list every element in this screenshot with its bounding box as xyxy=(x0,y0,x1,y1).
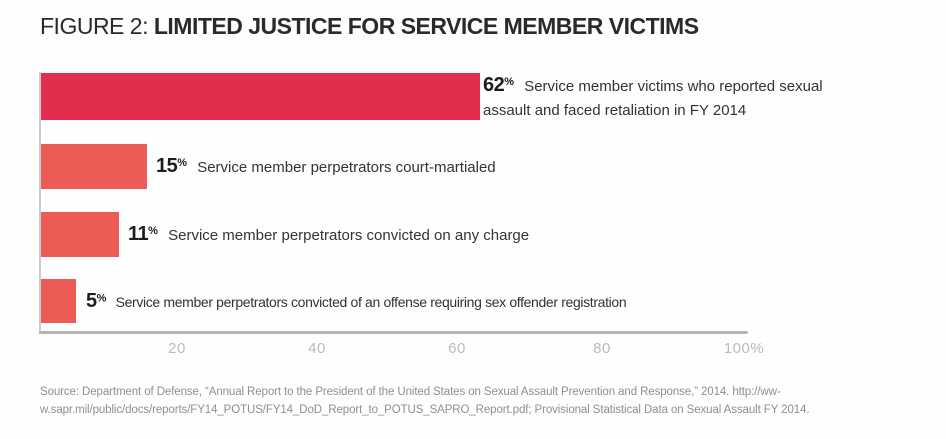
y-axis-line xyxy=(39,72,41,334)
bar-label-text: Service member perpetrators convicted of… xyxy=(115,293,627,310)
bar-label-retaliation: 62% Service member victims who reported … xyxy=(483,66,855,126)
bar-convicted-any-charge xyxy=(41,212,119,257)
x-tick-80: 80 xyxy=(593,340,611,357)
source-line-1: Source: Department of Defense, “Annual R… xyxy=(40,386,781,398)
bar-label-sex-offender-registration: 5% Service member perpetrators convicted… xyxy=(86,279,627,323)
percent-sign: % xyxy=(148,225,158,237)
figure-number: FIGURE 2: xyxy=(40,13,148,39)
percent-sign: % xyxy=(504,75,515,88)
bar-value: 62 xyxy=(483,73,505,96)
figure-title: FIGURE 2: LIMITED JUSTICE FOR SERVICE ME… xyxy=(40,13,699,40)
percent-sign: % xyxy=(96,291,107,304)
source-line-2: w.sapr.mil/public/docs/reports/FY14_POTU… xyxy=(40,403,810,416)
bar-value: 15 xyxy=(156,155,178,177)
bar-label-convicted-any-charge: 11% Service member perpetrators convicte… xyxy=(128,212,529,257)
bar-value: 11 xyxy=(128,223,149,245)
bar-court-martialed xyxy=(41,144,148,189)
x-tick-40: 40 xyxy=(308,340,326,357)
bar-label-text: Service member victims who reported sexu… xyxy=(483,77,823,119)
bar-label-court-martialed: 15% Service member perpetrators court-ma… xyxy=(156,144,496,189)
x-axis-line xyxy=(39,331,748,334)
x-tick-100: 100% xyxy=(723,340,765,357)
x-tick-20: 20 xyxy=(168,340,186,357)
source-citation: Source: Department of Defense, “Annual R… xyxy=(40,384,924,420)
bar-retaliation xyxy=(41,73,480,120)
bar-label-text: Service member perpetrators convicted on… xyxy=(168,227,530,244)
bar-value: 5 xyxy=(86,289,97,312)
bar-sex-offender-registration xyxy=(41,279,77,323)
percent-sign: % xyxy=(177,157,188,169)
x-tick-60: 60 xyxy=(448,340,466,357)
figure-title-text: LIMITED JUSTICE FOR SERVICE MEMBER VICTI… xyxy=(153,13,699,39)
bar-label-text: Service member perpetrators court-martia… xyxy=(197,159,496,176)
